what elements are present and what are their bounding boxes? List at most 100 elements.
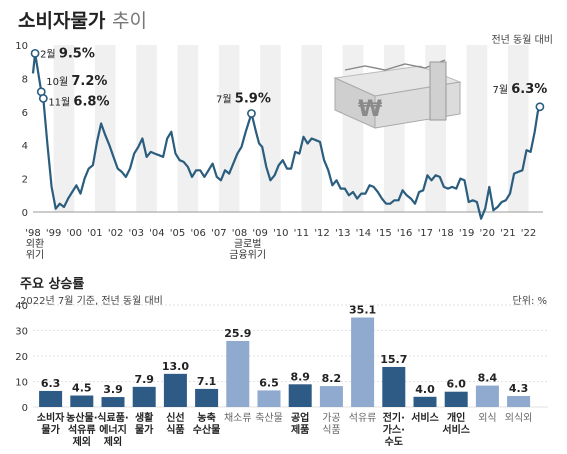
bar [226, 340, 250, 407]
bar-category-label: 서비스 [411, 411, 439, 424]
bar-category-label: 수도 [385, 436, 403, 448]
bar-category-label: 축산물 [255, 412, 283, 424]
illustration-trend-line [344, 59, 446, 71]
cpi-series-line [31, 52, 541, 220]
x-tick-label: '02 [108, 228, 123, 239]
bar-category-label: 개인 [447, 411, 465, 424]
bar [444, 391, 468, 407]
bar-value-label: 7.1 [197, 375, 217, 388]
illustration-pillar [429, 61, 447, 121]
y-tick-label: 2 [22, 175, 28, 186]
x-tick-label: '99 [46, 228, 61, 239]
x-tick-label: '20 [480, 228, 495, 239]
bar-value-label: 6.0 [446, 378, 466, 391]
bar-unit-note: 단위: % [512, 296, 547, 307]
bar [351, 317, 375, 407]
annotation-label: 7월 6.3% [492, 82, 547, 97]
bar-value-label: 15.7 [380, 353, 407, 366]
x-tick-label: '06 [190, 228, 205, 239]
x-tick-label: '05 [170, 228, 185, 239]
bar-y-tick-label: 30 [15, 327, 28, 338]
title-main-text: 소비자물가 [18, 10, 106, 32]
bar [382, 366, 406, 407]
bar-category-label: 식품 [322, 424, 340, 436]
annotation-month: 7월 [216, 93, 235, 105]
bar-value-label: 25.9 [224, 327, 251, 340]
annotation-value: 7.2% [71, 74, 107, 89]
bar [39, 390, 63, 407]
annotation-month: 7월 [492, 84, 511, 96]
y-tick-label: 8 [22, 74, 28, 85]
x-tick-label: '01 [87, 228, 102, 239]
y-tick-label: 10 [15, 41, 28, 52]
x-note-label: 글로벌 [234, 238, 262, 250]
line-chart-unit-note: 전년 동월 대비 [491, 35, 553, 46]
bar [163, 373, 187, 407]
annotation-month: 2월 [40, 48, 59, 60]
bar-category-label: 석유류 [349, 412, 377, 424]
bar-value-label: 8.9 [290, 370, 310, 383]
bar-category-label: 농축 [197, 411, 215, 424]
bar-date-note: 2022년 7월 기준, 전년 동월 대비 [20, 296, 163, 307]
year-stripe [136, 45, 157, 212]
bar [413, 396, 437, 407]
bar-category-label: 외식외 [505, 412, 533, 424]
x-tick-label: '04 [149, 228, 164, 239]
bar [475, 385, 499, 407]
annotation-month: 11월 [48, 96, 73, 108]
won-sign-icon: ₩ [358, 97, 382, 122]
y-tick-label: 0 [22, 208, 28, 219]
bar-category-label: 석유류 [68, 423, 96, 436]
bar [132, 386, 156, 407]
x-tick-label: '17 [418, 228, 433, 239]
bar-y-tick-label: 10 [15, 378, 28, 389]
x-tick-label: '16 [397, 228, 412, 239]
bar-value-label: 4.0 [415, 383, 435, 396]
bar-y-tick-label: 0 [22, 403, 28, 414]
bar [319, 386, 343, 407]
bar-value-label: 6.5 [259, 376, 279, 389]
x-tick-label: '10 [273, 228, 288, 239]
annotation-marker [30, 48, 40, 58]
x-tick-label: '14 [356, 228, 371, 239]
x-note-label: 외환 [26, 238, 44, 250]
bar-category-label: 식료품· [97, 411, 128, 424]
year-stripe [94, 45, 116, 212]
bar-category-label: 제외 [73, 435, 91, 448]
x-tick-label: '18 [438, 228, 453, 239]
x-tick-label: '00 [67, 228, 82, 239]
bar-value-label: 3.9 [103, 383, 123, 396]
annotation-label: 7월 5.9% [216, 91, 271, 106]
x-tick-label: '11 [294, 228, 309, 239]
bar-category-label: 제품 [291, 423, 309, 436]
annotation-month: 10월 [46, 76, 71, 88]
x-tick-label: '21 [500, 228, 515, 239]
x-tick-label: '22 [521, 228, 536, 239]
year-stripe [466, 45, 488, 212]
page-title: 소비자물가 추이 [18, 6, 147, 33]
x-tick-label: '15 [376, 228, 391, 239]
bar-category-label: 전기· [383, 411, 405, 424]
year-stripe [53, 45, 75, 212]
bar [257, 390, 281, 407]
x-tick-label: '07 [211, 228, 226, 239]
bar [195, 388, 219, 407]
bar-value-label: 8.2 [322, 372, 342, 385]
bar [288, 384, 312, 407]
bar-category-label: 가공 [322, 412, 340, 424]
bar-category-label: 식품 [166, 423, 184, 436]
bar-category-label: 신선 [166, 411, 184, 424]
x-tick-label: '09 [252, 228, 267, 239]
bar-category-label: 생활 [135, 411, 154, 424]
x-tick-label: '12 [314, 228, 329, 239]
y-tick-label: 6 [22, 108, 28, 119]
annotation-marker [535, 102, 545, 112]
x-tick-label: '19 [459, 228, 474, 239]
bar-category-label: 에너지 [99, 423, 127, 436]
x-note-label: 금융위기 [229, 248, 266, 261]
y-tick-label: 4 [22, 141, 28, 152]
bar-category-label: 소비자 [37, 411, 65, 424]
x-note-label: 위기 [26, 248, 44, 261]
bar-category-label: 제외 [104, 435, 122, 448]
bar [70, 395, 94, 407]
